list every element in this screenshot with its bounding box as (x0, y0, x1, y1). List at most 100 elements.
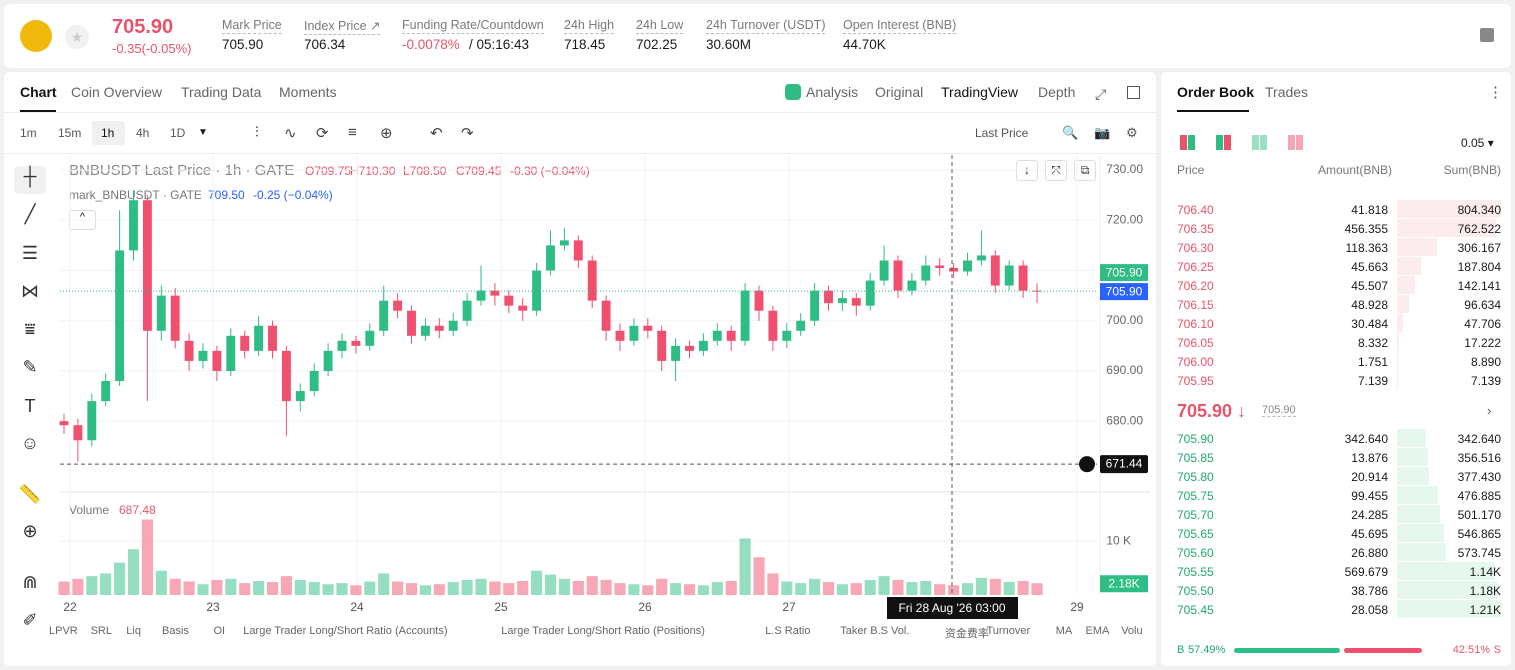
indicator[interactable]: Liq (126, 625, 141, 637)
y-tick-label: 690.00 (1106, 363, 1143, 377)
indicator[interactable]: Taker B.S Vol. (840, 625, 910, 637)
ob-price: 706.40 (1177, 203, 1214, 217)
depth-bar (1397, 333, 1400, 351)
chart-tab[interactable]: Chart (20, 84, 57, 100)
candle-body (129, 200, 138, 251)
view-tab[interactable]: Original (875, 84, 924, 100)
indicator[interactable]: MA (1055, 625, 1073, 637)
stat-value: 718.45 (564, 37, 606, 52)
divider (4, 153, 1156, 154)
ob-amount: 7.139 (1357, 374, 1388, 388)
view-tab[interactable]: Depth (1038, 84, 1076, 100)
mid-arrow[interactable]: › (1487, 403, 1492, 418)
depth-bar (1397, 200, 1501, 218)
toolbar-icon[interactable]: ⚙ (1126, 125, 1138, 140)
drawing-tool[interactable]: 📏 (18, 484, 42, 504)
drawing-tool[interactable]: ☺ (20, 433, 40, 453)
toolbar-icon[interactable]: ≡ (348, 124, 357, 141)
x-tick-label: 22 (63, 600, 77, 614)
toolbar-icon[interactable]: ⫶ (255, 124, 259, 141)
drawing-tool[interactable]: ☰ (21, 243, 39, 263)
indicator[interactable]: SRL (90, 625, 112, 637)
toolbar-icon[interactable]: ⊕ (380, 125, 393, 142)
candle-body (671, 345, 681, 361)
indicator[interactable]: L.S Ratio (765, 625, 811, 637)
indicator[interactable]: Basis (162, 625, 189, 637)
volume-bar (892, 579, 904, 595)
indicator[interactable]: OI (213, 625, 226, 637)
price-source[interactable]: Last Price (975, 126, 1029, 140)
orderbook-tab[interactable]: Trades (1265, 84, 1309, 100)
toolbar-icon[interactable]: 🔍 (1062, 125, 1079, 140)
layout-icon[interactable] (1188, 135, 1195, 150)
sell-tag: S (1493, 644, 1501, 656)
stat-extra: / 05:16:43 (469, 37, 530, 52)
drawing-tool[interactable]: ✎ (22, 357, 38, 377)
volume-badge-label: 2.18K (1108, 576, 1139, 590)
view-tab[interactable]: TradingView (941, 84, 1019, 100)
ob-sum: 573.745 (1457, 546, 1501, 560)
indicator[interactable]: EMA (1085, 625, 1110, 637)
drawing-tool[interactable]: ╱ (24, 204, 36, 224)
layout-icon[interactable] (1224, 135, 1231, 150)
depth-bar (1397, 429, 1427, 447)
interval[interactable]: 1h (101, 126, 115, 140)
layout-icon[interactable] (1252, 135, 1259, 150)
view-tab[interactable]: Analysis (806, 84, 859, 100)
indicator[interactable]: Large Trader Long/Short Ratio (Positions… (501, 625, 705, 637)
candle-body (59, 421, 69, 426)
ob-sum: 476.885 (1457, 489, 1501, 503)
layout-icon[interactable] (1180, 135, 1187, 150)
volume-bar (906, 582, 918, 595)
layout-icon[interactable] (1288, 135, 1295, 150)
chart-tab[interactable]: Coin Overview (71, 84, 163, 100)
toolbar-icon[interactable]: ∿ (284, 125, 297, 142)
candle-body (740, 290, 750, 341)
indicator[interactable]: Large Trader Long/Short Ratio (Accounts) (243, 625, 448, 637)
volume-bar (600, 579, 612, 595)
layout-icon[interactable] (1260, 135, 1267, 150)
toolbar-icon[interactable]: ↷ (461, 125, 474, 142)
drawing-tool[interactable]: ✐ (22, 610, 38, 630)
interval[interactable]: 1m (20, 126, 37, 140)
interval[interactable]: 1D (170, 126, 186, 140)
chart-tab[interactable]: Moments (279, 84, 337, 100)
candle-body (754, 290, 764, 311)
volume-bar (503, 583, 515, 595)
layout-icon[interactable] (1296, 135, 1303, 150)
drawing-tool[interactable]: ⋈ (21, 281, 39, 301)
settings-icon[interactable] (1480, 28, 1494, 42)
drawing-tool[interactable]: T (24, 396, 36, 416)
candle-body (824, 290, 833, 304)
indicator[interactable]: LPVR (49, 625, 78, 637)
drawing-tool[interactable]: ⋒ (22, 572, 38, 592)
step-select[interactable]: 0.05 ▾ (1461, 136, 1494, 150)
drawing-tool[interactable]: ┼ (14, 166, 46, 194)
stat-value: -0.0078% (402, 37, 460, 52)
toolbar-icon[interactable]: 📷 (1094, 125, 1111, 140)
drawing-tool[interactable]: ⩸ (24, 319, 36, 339)
chart-tab[interactable]: Trading Data (181, 84, 262, 100)
volume-bar (72, 578, 84, 595)
toolbar-icon[interactable]: ⟳ (316, 125, 329, 142)
indicator[interactable]: 资金费率 (944, 628, 989, 640)
ob-price: 705.80 (1177, 470, 1214, 484)
volume-bar (280, 576, 292, 595)
orderbook-tab[interactable]: Order Book (1177, 84, 1255, 100)
stat-value: 706.34 (304, 37, 346, 52)
indicator[interactable]: Volu (1121, 625, 1143, 637)
menu-dots[interactable]: ⋮ (1488, 84, 1503, 101)
drawing-tool[interactable]: ⊕ (22, 521, 38, 541)
volume-bar (322, 584, 334, 595)
favorite-star[interactable]: ★ (65, 25, 89, 49)
interval[interactable]: 15m (58, 126, 82, 140)
candle-body (73, 425, 83, 441)
depth-bar (1397, 524, 1444, 542)
layout-icon[interactable] (1216, 135, 1223, 150)
indicator[interactable]: Turnover (986, 625, 1031, 637)
candle-body (87, 401, 97, 441)
tab-underline (20, 110, 56, 112)
interval[interactable]: 4h (136, 126, 150, 140)
candle-body (365, 330, 375, 346)
toolbar-icon[interactable]: ↶ (430, 125, 443, 142)
